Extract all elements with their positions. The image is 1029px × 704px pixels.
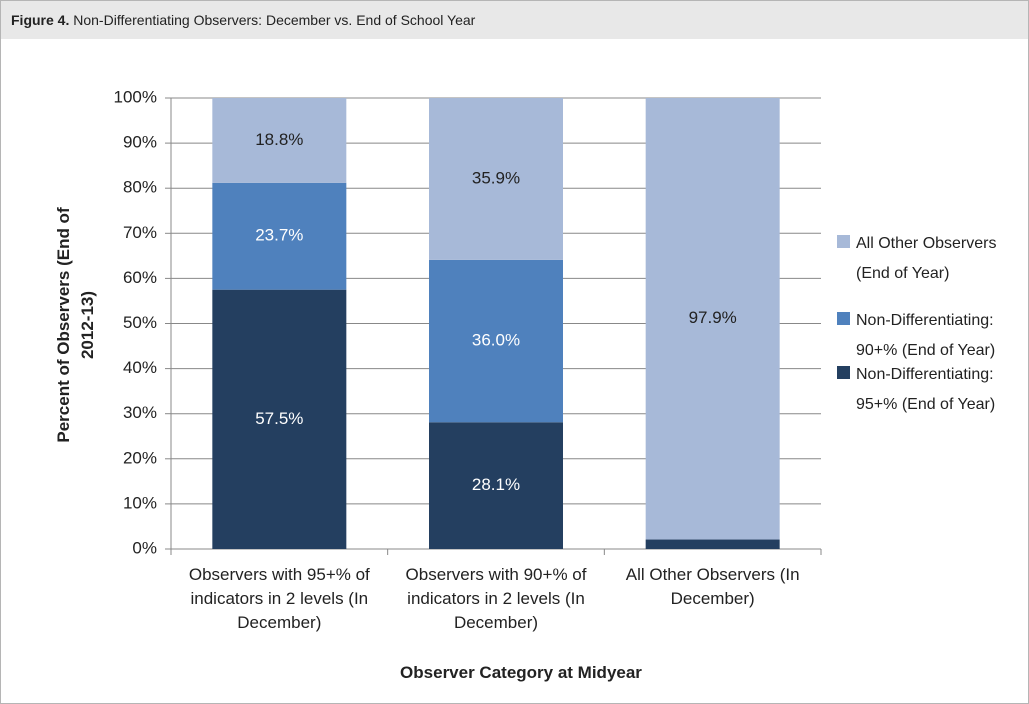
figure-label: Figure 4. xyxy=(11,12,70,28)
bar-segment xyxy=(429,422,563,549)
data-label: 36.0% xyxy=(472,331,520,350)
legend-swatch xyxy=(837,235,850,248)
bar-segment xyxy=(429,98,563,260)
data-label: 57.5% xyxy=(255,409,303,428)
y-tick-label: 20% xyxy=(123,448,157,467)
legend-label: Non-Differentiating: 90+% (End of Year) xyxy=(856,312,996,359)
y-tick-label: 80% xyxy=(123,178,157,197)
legend-swatch xyxy=(837,312,850,325)
x-tick-label: Observers with 95+% of indicators in 2 l… xyxy=(188,565,370,632)
bar-segment xyxy=(645,98,780,540)
data-label: 97.9% xyxy=(689,308,737,327)
legend-swatch xyxy=(837,366,850,379)
bar-segment xyxy=(212,289,347,549)
y-tick-label: 70% xyxy=(123,223,157,242)
legend-label: Non-Differentiating: 95+% (End of Year) xyxy=(856,366,996,413)
bar-segment xyxy=(212,182,347,290)
chart-title: Non-Differentiating Observers: December … xyxy=(73,12,476,28)
y-tick-label: 100% xyxy=(114,87,157,106)
bar-segment xyxy=(212,98,347,183)
y-tick-label: 0% xyxy=(132,538,157,557)
data-label: 23.7% xyxy=(255,226,303,245)
data-label: 28.1% xyxy=(472,475,520,494)
y-axis-title: Percent of Observers (End of 2012-13) xyxy=(54,207,97,443)
y-tick-label: 30% xyxy=(123,403,157,422)
y-tick-label: 40% xyxy=(123,358,157,377)
bar-segment xyxy=(429,259,563,423)
y-tick-label: 50% xyxy=(123,313,157,332)
data-label: 18.8% xyxy=(255,130,303,149)
x-tick-label: Observers with 90+% of indicators in 2 l… xyxy=(405,565,587,632)
y-tick-label: 90% xyxy=(123,133,157,152)
bar-segment xyxy=(645,539,780,549)
data-label: 35.9% xyxy=(472,168,520,187)
y-tick-label: 60% xyxy=(123,268,157,287)
y-tick-label: 10% xyxy=(123,493,157,512)
x-axis-title: Observer Category at Midyear xyxy=(400,663,642,682)
x-tick-label: All Other Observers (In December) xyxy=(625,565,800,608)
header: Figure 4. Non-Differentiating Observers:… xyxy=(1,1,1028,39)
legend-label: All Other Observers (End of Year) xyxy=(856,235,997,282)
